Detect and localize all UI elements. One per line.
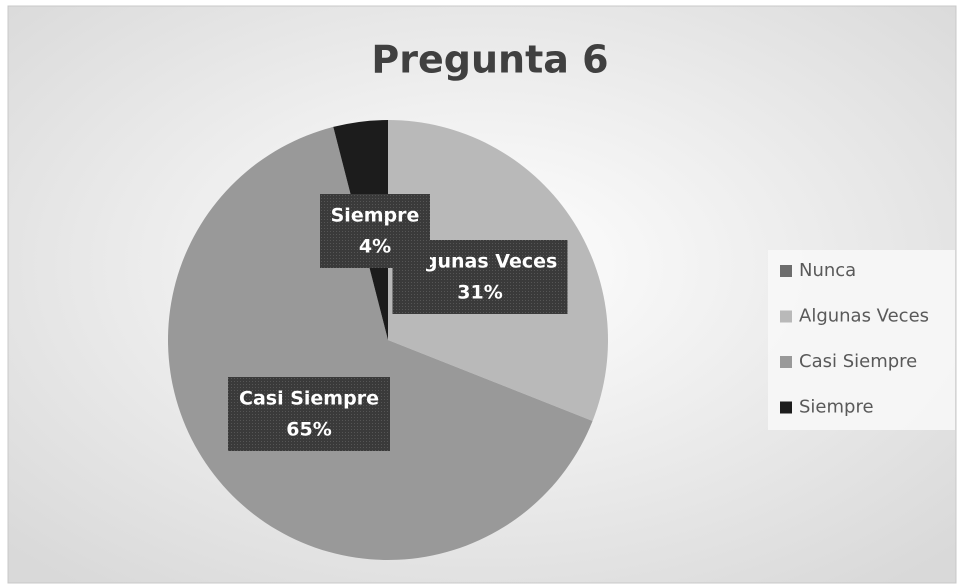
chart-title: Pregunta 6 bbox=[371, 38, 608, 82]
legend-swatch bbox=[780, 356, 792, 368]
data-label-category: Siempre bbox=[331, 205, 420, 227]
legend-swatch bbox=[780, 310, 792, 323]
legend-box bbox=[768, 250, 955, 430]
data-label-value: 4% bbox=[359, 236, 391, 258]
data-label-category: Casi Siempre bbox=[239, 388, 379, 410]
legend-label: Siempre bbox=[799, 397, 874, 418]
data-label-box bbox=[320, 194, 430, 268]
legend-label: Nunca bbox=[799, 260, 856, 281]
pie-slice bbox=[167, 126, 593, 561]
data-label-value: 65% bbox=[286, 419, 331, 441]
legend-swatch bbox=[780, 401, 792, 414]
data-label-box bbox=[228, 377, 390, 451]
legend-swatch bbox=[780, 265, 792, 277]
legend-label: Casi Siempre bbox=[799, 351, 917, 372]
data-label-value: 31% bbox=[457, 282, 502, 304]
legend-label: Algunas Veces bbox=[799, 306, 929, 327]
data-label-category: Algunas Veces bbox=[403, 251, 558, 273]
